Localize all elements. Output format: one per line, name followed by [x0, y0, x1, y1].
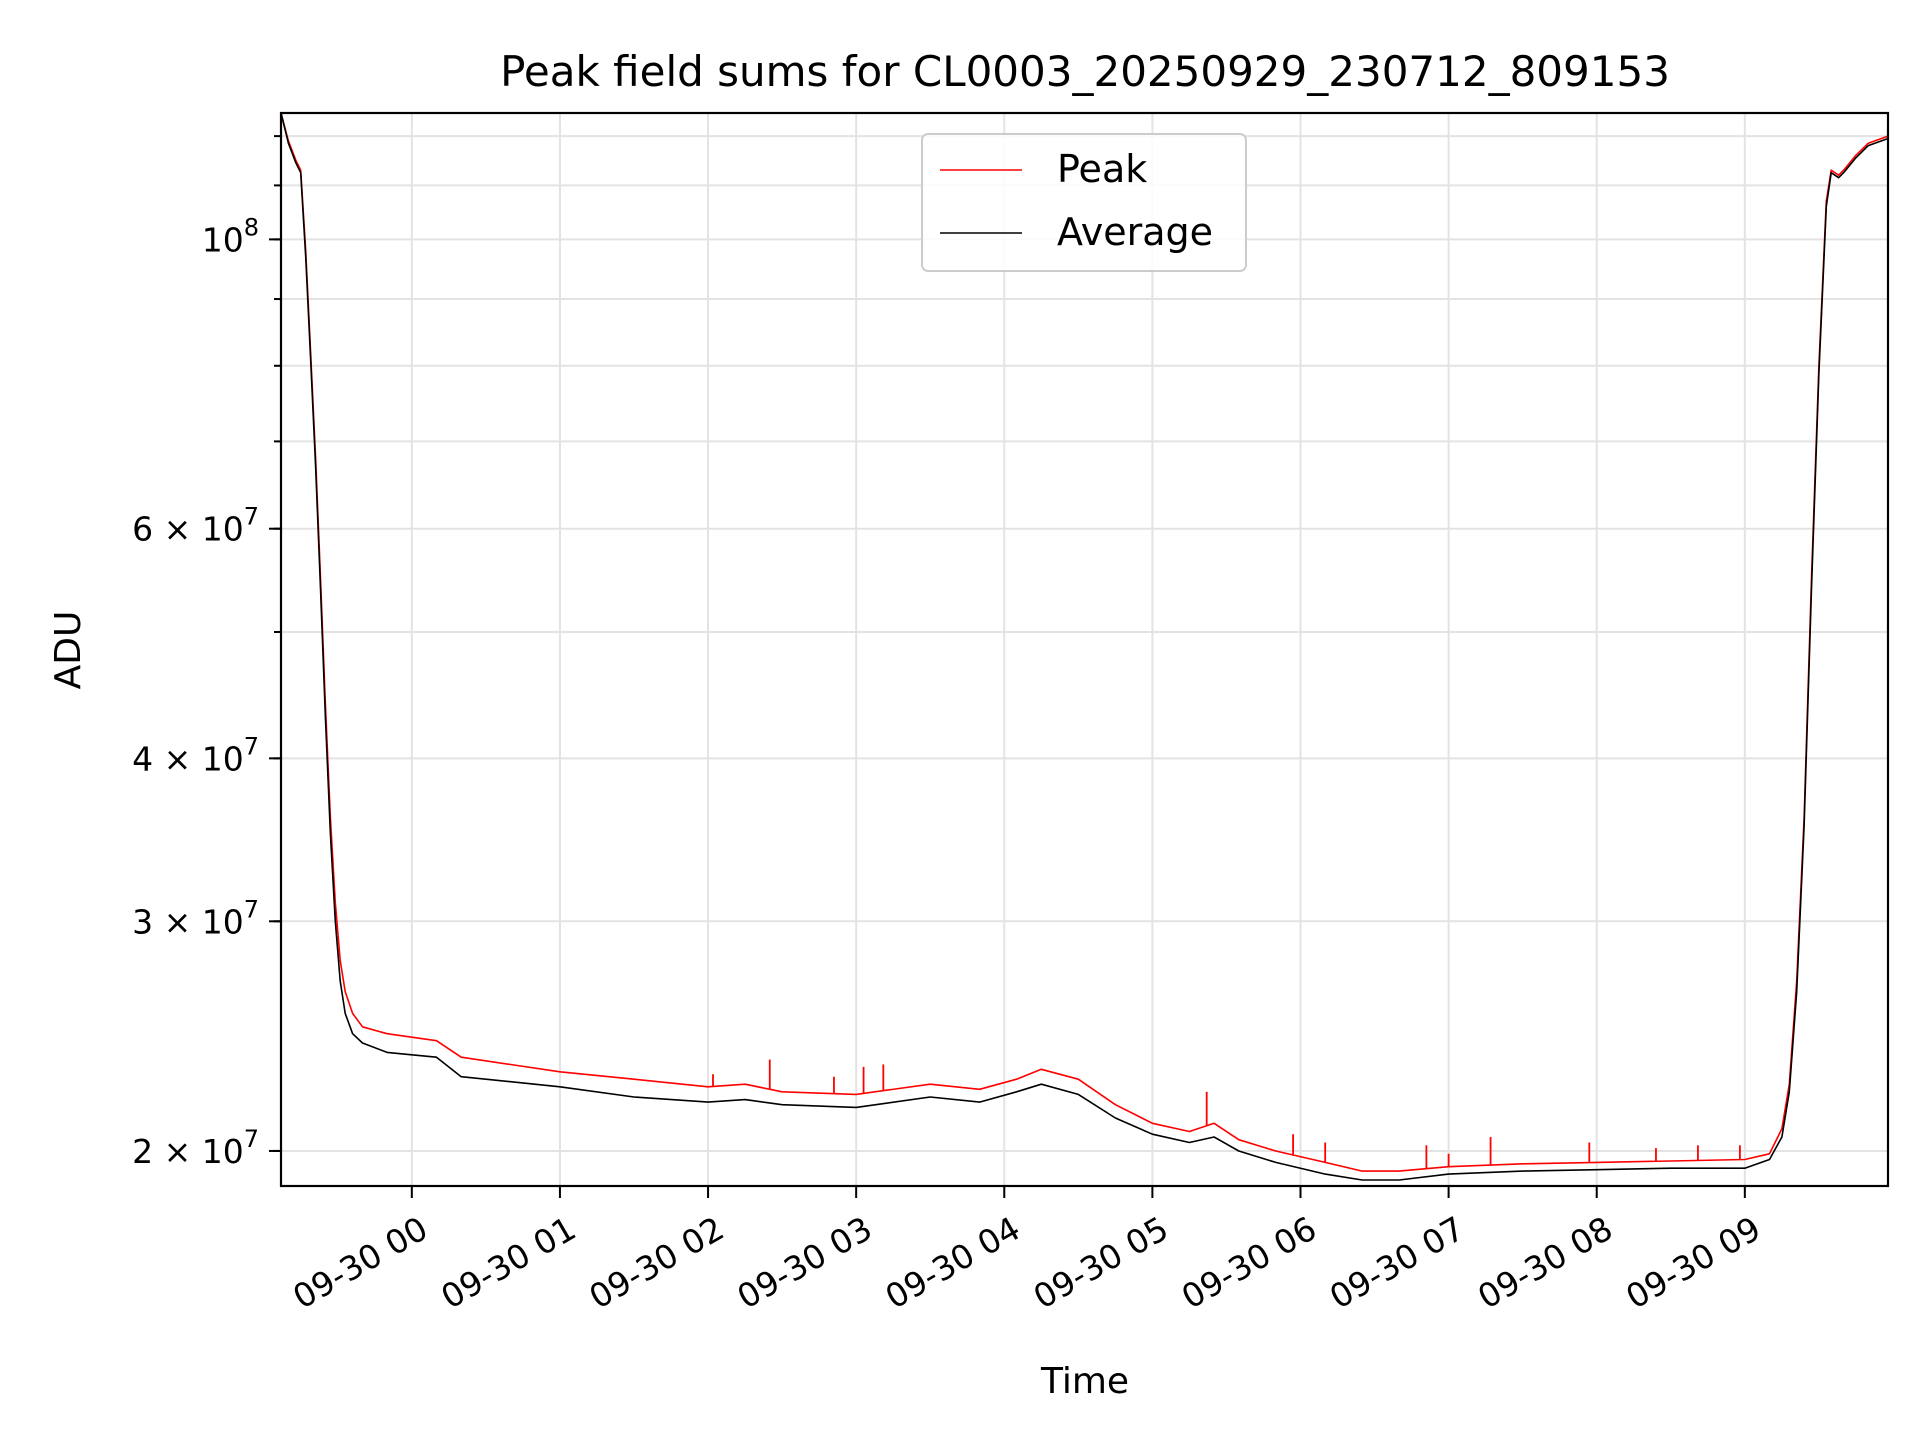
series-group: [280, 112, 1889, 1181]
y-tick-label: 4 × 107: [132, 732, 259, 778]
y-tick-label: 2 × 107: [132, 1125, 259, 1171]
x-tick-label: 09-30 06: [1175, 1209, 1323, 1317]
x-tick-label: 09-30 04: [879, 1209, 1027, 1317]
chart-title: Peak field sums for CL0003_20250929_2307…: [500, 47, 1670, 96]
legend: Peak Average: [921, 133, 1247, 272]
y-tick-label: 3 × 107: [132, 895, 259, 941]
series-line-average: [280, 112, 1889, 1181]
y-tick-label: 108: [202, 213, 259, 259]
x-tick-label: 09-30 02: [582, 1209, 730, 1317]
legend-label-peak: Peak: [1057, 147, 1147, 191]
x-axis-label: Time: [1040, 1361, 1129, 1402]
axis-ticks: 09-30 00 09-30 01 09-30 02 09-30 03 09-30 04…: [132, 135, 1767, 1317]
x-tick-label: 09-30 09: [1619, 1209, 1767, 1317]
plot-frame: [279, 111, 1890, 1188]
x-tick-label: 09-30 07: [1323, 1209, 1471, 1317]
x-tick-label: 09-30 08: [1471, 1209, 1619, 1317]
legend-label-average: Average: [1057, 210, 1213, 254]
x-tick-label: 09-30 03: [731, 1209, 879, 1317]
y-axis-label: ADU: [48, 611, 89, 690]
legend-box: [921, 133, 1247, 272]
x-tick-label: 09-30 05: [1027, 1209, 1175, 1317]
x-tick-label: 09-30 00: [286, 1209, 434, 1317]
x-tick-label: 09-30 01: [434, 1209, 582, 1317]
grid-lines: [281, 113, 1888, 1186]
y-tick-label: 6 × 107: [132, 503, 259, 549]
